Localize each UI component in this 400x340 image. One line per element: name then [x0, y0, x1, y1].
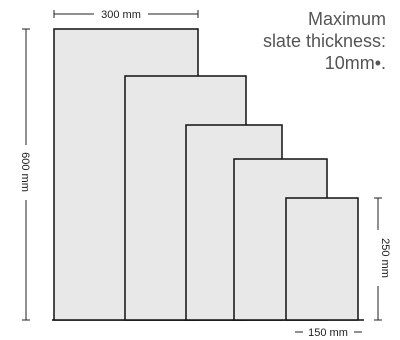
note-line-1: Maximum	[307, 9, 386, 29]
dimension-top-label: 300 mm	[101, 9, 141, 21]
dimension-bottom-label: 150 mm	[308, 327, 348, 339]
thickness-note: Maximum slate thickness: 10mm•.	[186, 8, 386, 74]
dimension-right: 250 mm	[374, 197, 391, 321]
note-line-3: 10mm•.	[324, 53, 386, 73]
dimension-left: 600 mm	[19, 28, 31, 321]
dimension-bottom: 150 mm	[295, 327, 362, 339]
slate-smallest	[285, 197, 359, 321]
dimension-right-label: 250 mm	[379, 238, 391, 278]
note-line-2: slate thickness:	[262, 31, 386, 51]
dimension-left-label: 600 mm	[19, 152, 31, 192]
dimension-top: 300 mm	[53, 9, 199, 21]
